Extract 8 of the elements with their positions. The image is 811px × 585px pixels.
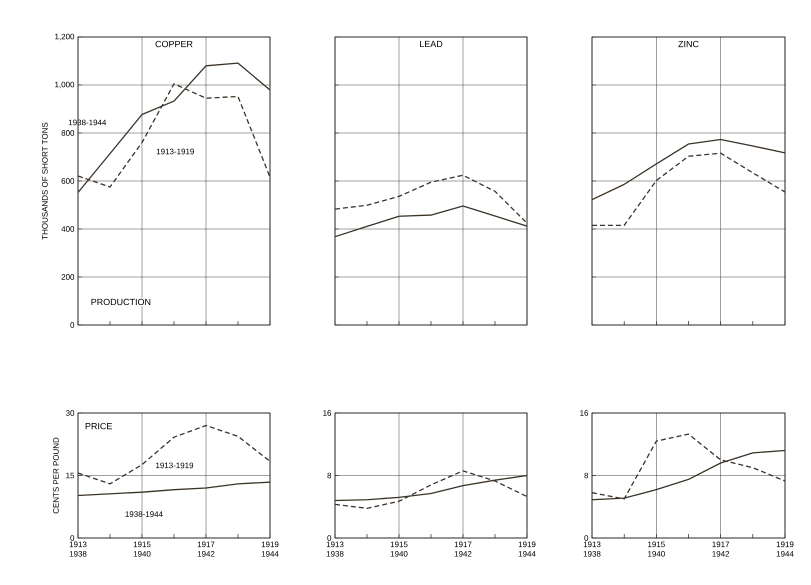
chart-title: LEAD [420,40,442,48]
annotation: PRODUCTION [91,298,150,306]
chart-title: ZINC [678,40,699,48]
annotation: PRICE [86,422,112,430]
line-series [77,424,271,484]
chart-title: COPPER [156,40,193,48]
line-series [334,470,528,509]
line-series [591,433,786,500]
